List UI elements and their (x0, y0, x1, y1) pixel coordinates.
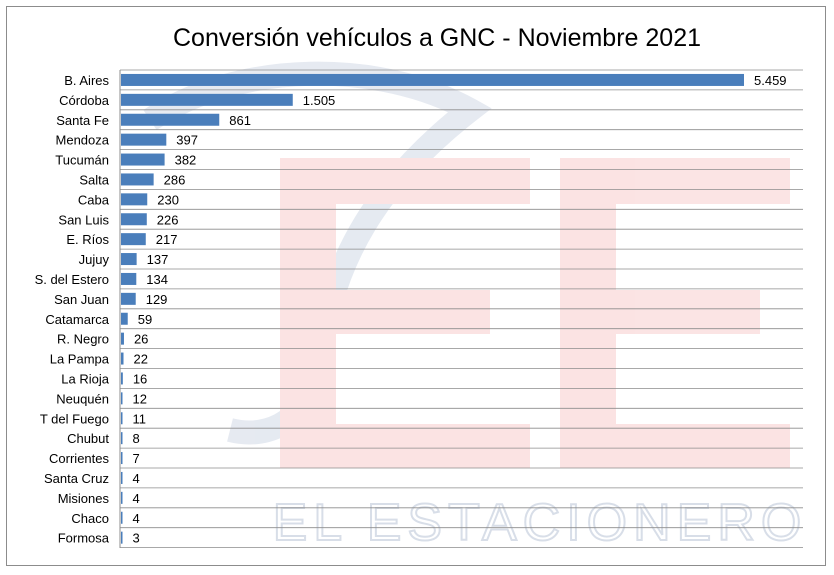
category-label: R. Negro (57, 332, 109, 347)
value-label: 1.505 (303, 93, 336, 108)
value-label: 286 (164, 172, 186, 187)
bar (121, 193, 148, 206)
bar (121, 392, 123, 405)
value-label: 8 (133, 431, 140, 446)
bar (121, 133, 167, 146)
bar (121, 153, 165, 166)
bar (121, 471, 123, 484)
chart-title: Conversión vehículos a GNC - Noviembre 2… (172, 24, 701, 52)
category-label: San Juan (54, 292, 109, 307)
value-label: 3 (133, 531, 140, 546)
category-label: T del Fuego (40, 411, 109, 426)
value-label: 382 (175, 153, 197, 168)
value-label: 4 (133, 491, 140, 506)
row-gridlines (120, 69, 803, 548)
value-label: 397 (176, 133, 198, 148)
bar (121, 372, 123, 385)
bar (121, 272, 137, 285)
category-label: B. Aires (64, 73, 109, 88)
bar (121, 511, 123, 524)
category-label: Santa Cruz (44, 471, 109, 486)
category-label: Chubut (67, 431, 109, 446)
category-label: Misiones (58, 491, 110, 506)
value-label: 134 (146, 272, 168, 287)
category-label: Jujuy (79, 252, 110, 267)
bar (121, 452, 123, 465)
category-label: Tucumán (55, 153, 109, 168)
category-label: San Luis (58, 212, 109, 227)
value-label: 7 (133, 451, 140, 466)
category-label: Corrientes (49, 451, 109, 466)
value-label: 4 (133, 471, 140, 486)
bar (121, 233, 146, 246)
value-label: 129 (146, 292, 168, 307)
category-label: Neuquén (56, 391, 109, 406)
bar (121, 412, 123, 425)
value-label: 5.459 (754, 73, 787, 88)
bar (121, 93, 293, 106)
bar (121, 213, 147, 226)
category-labels: B. Aires Córdoba Santa Fe Mendoza Tucumán Sal… (35, 73, 110, 546)
bar (121, 73, 744, 86)
bar (121, 113, 220, 126)
value-label: 226 (157, 212, 179, 227)
value-label: 11 (133, 411, 147, 426)
category-label: Chaco (71, 511, 109, 526)
bars (121, 73, 744, 544)
category-label: La Rioja (61, 371, 109, 386)
value-label: 217 (156, 232, 178, 247)
watermark-logo: EL ESTACIONERO (143, 61, 808, 553)
value-labels: 5.459 1.505 861 397 382 286 230 226 217 137 134 129… (133, 73, 787, 546)
bar (121, 312, 128, 325)
bar (121, 491, 123, 504)
watermark-text: EL ESTACIONERO (273, 494, 808, 552)
category-label: E. Ríos (66, 232, 109, 247)
value-label: 12 (133, 391, 147, 406)
bar (121, 173, 154, 186)
category-label: Mendoza (56, 133, 110, 148)
category-label: Córdoba (59, 93, 110, 108)
value-label: 16 (133, 371, 147, 386)
value-label: 137 (147, 252, 169, 267)
bar (121, 432, 123, 445)
bar (121, 531, 123, 544)
value-label: 22 (134, 352, 148, 367)
category-label: La Pampa (50, 352, 110, 367)
value-label: 59 (138, 312, 152, 327)
category-label: Santa Fe (56, 113, 109, 128)
value-label: 4 (133, 511, 140, 526)
bar (121, 332, 124, 345)
bar (121, 352, 124, 365)
bar (121, 292, 136, 305)
value-label: 861 (229, 113, 251, 128)
category-label: Catamarca (45, 312, 109, 327)
category-label: Salta (79, 172, 109, 187)
category-label: Formosa (58, 531, 110, 546)
value-label: 230 (157, 192, 179, 207)
category-label: Caba (78, 192, 110, 207)
category-label: S. del Estero (35, 272, 109, 287)
bar (121, 253, 137, 266)
value-label: 26 (134, 332, 148, 347)
